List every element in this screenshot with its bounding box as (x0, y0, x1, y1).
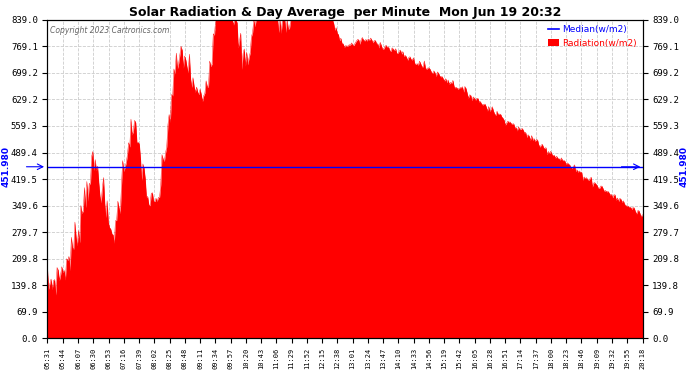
Legend: Median(w/m2), Radiation(w/m2): Median(w/m2), Radiation(w/m2) (547, 24, 638, 48)
Text: Copyright 2023 Cartronics.com: Copyright 2023 Cartronics.com (50, 26, 170, 35)
Text: 451.980: 451.980 (1, 146, 10, 187)
Text: 451.980: 451.980 (680, 146, 689, 187)
Title: Solar Radiation & Day Average  per Minute  Mon Jun 19 20:32: Solar Radiation & Day Average per Minute… (129, 6, 561, 18)
